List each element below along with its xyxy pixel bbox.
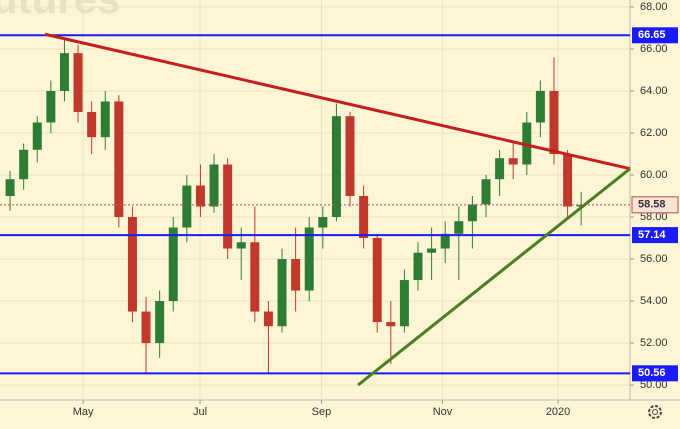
trendline	[44, 32, 631, 171]
candle-body	[73, 53, 83, 112]
candle-body	[440, 233, 450, 249]
y-tick-label: 58.00	[640, 211, 668, 223]
candle-body	[5, 179, 15, 197]
candle-body	[345, 116, 355, 197]
y-tick-label: 68.00	[640, 1, 668, 13]
candle-body	[250, 242, 260, 312]
candle-body	[318, 217, 328, 228]
x-tick-label: 2020	[546, 406, 570, 418]
candle-body	[46, 90, 56, 123]
level-label: 57.14	[638, 229, 666, 241]
candle-body	[59, 53, 69, 91]
y-tick-label: 52.00	[640, 337, 668, 349]
y-tick-label: 66.00	[640, 43, 668, 55]
candle-body	[127, 217, 137, 312]
candle-body	[331, 116, 341, 218]
candle-body	[277, 259, 287, 327]
candle-body	[223, 164, 233, 249]
level-label: 50.56	[638, 367, 666, 379]
candle-body	[427, 248, 437, 253]
candle-body	[19, 149, 29, 180]
watermark: utures	[0, 0, 120, 22]
candle-body	[182, 185, 192, 228]
level-label-box	[632, 27, 678, 44]
candle-body	[549, 90, 559, 154]
level-label-box	[632, 227, 678, 244]
candle-body	[495, 158, 505, 180]
candle-body	[195, 185, 205, 207]
y-tick-label: 64.00	[640, 85, 668, 97]
last-price-box	[631, 196, 679, 214]
candle-body	[535, 90, 545, 123]
x-tick-label: Jul	[193, 406, 207, 418]
candle-body	[508, 158, 518, 165]
y-tick-label: 60.00	[640, 169, 668, 181]
level-label: 66.65	[638, 29, 666, 41]
candle-body	[304, 227, 314, 291]
candle-body	[155, 301, 165, 344]
candle-body	[359, 196, 369, 239]
y-tick-label: 54.00	[640, 295, 668, 307]
y-tick-label: 56.00	[640, 253, 668, 265]
x-tick-label: May	[73, 406, 94, 418]
candle-body	[32, 122, 42, 150]
candle-body	[263, 311, 273, 327]
candle-body	[114, 101, 124, 218]
settings-icon[interactable]	[648, 405, 662, 419]
candle-body	[291, 259, 301, 291]
last-price-label: 58.58	[638, 199, 666, 211]
candle-body	[386, 322, 396, 327]
candle-body	[399, 280, 409, 327]
x-tick-label: Sep	[312, 406, 332, 418]
level-label-box	[632, 365, 678, 382]
y-tick-label: 50.00	[640, 379, 668, 391]
y-tick-label: 62.00	[640, 127, 668, 139]
candle-body	[236, 242, 246, 249]
candle-body	[209, 164, 219, 207]
candle-body	[87, 111, 97, 138]
candle-body	[413, 252, 423, 281]
candle-body	[372, 238, 382, 323]
candle-body	[100, 101, 110, 138]
candle-body	[168, 227, 178, 302]
candle-body	[481, 179, 491, 205]
candle-body	[454, 221, 464, 234]
x-tick-label: Nov	[433, 406, 453, 418]
candle-body	[141, 311, 151, 344]
candle-body	[563, 153, 573, 207]
candle-body	[467, 204, 477, 222]
